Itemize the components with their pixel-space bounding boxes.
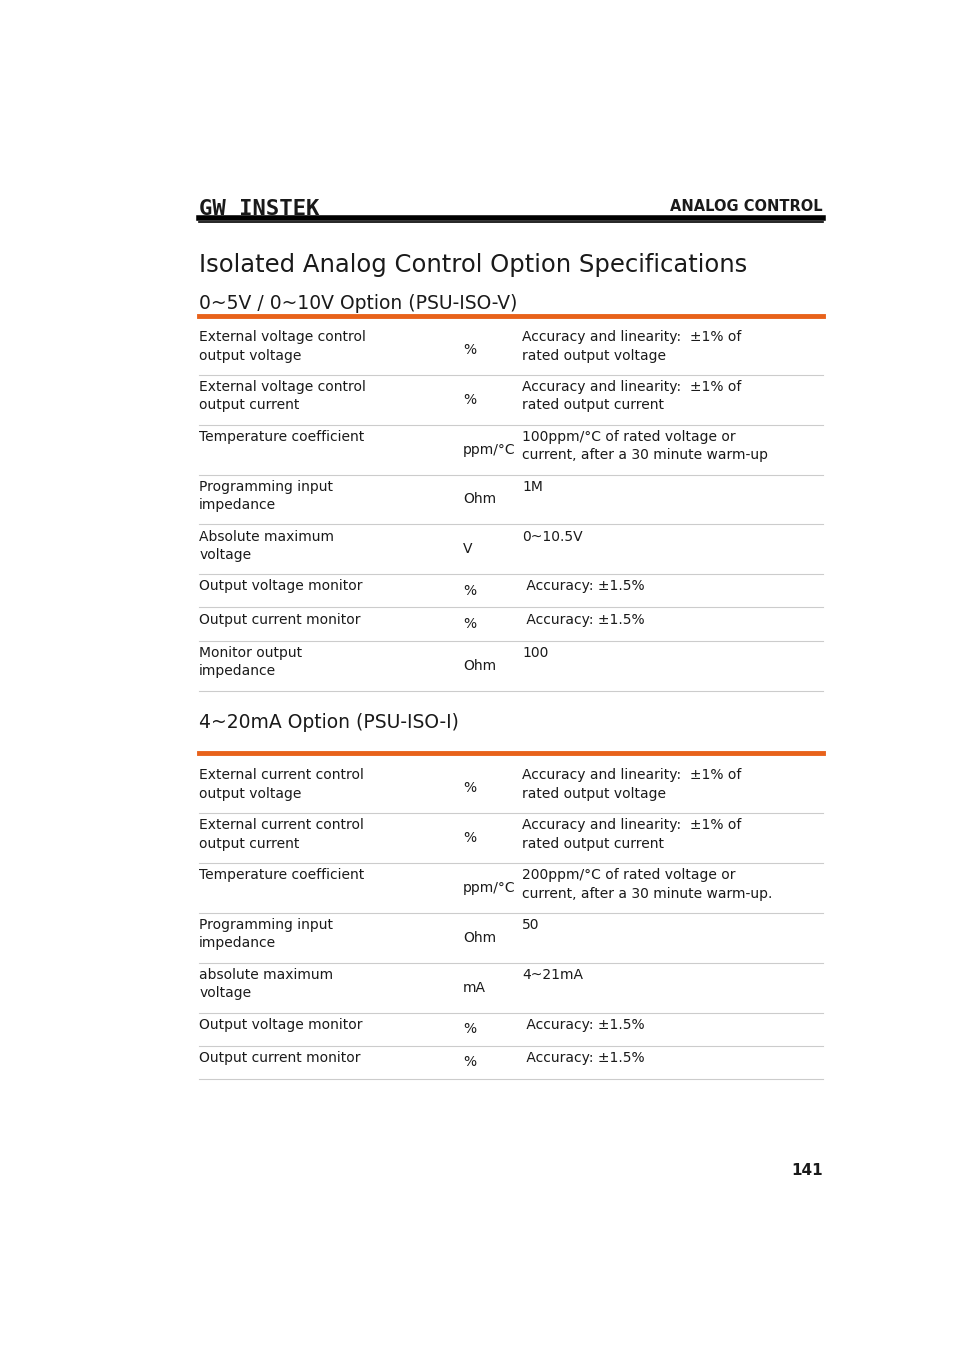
Text: Output voltage monitor: Output voltage monitor (199, 580, 362, 594)
Text: Accuracy and linearity:  ±1% of
rated output voltage: Accuracy and linearity: ±1% of rated out… (521, 331, 740, 363)
Text: External current control
output voltage: External current control output voltage (199, 769, 364, 801)
Text: Programming input
impedance: Programming input impedance (199, 480, 333, 513)
Text: Ohm: Ohm (462, 492, 496, 506)
Text: 50: 50 (521, 919, 539, 932)
Text: %: % (462, 343, 476, 357)
Text: Output current monitor: Output current monitor (199, 1051, 360, 1064)
Text: 0~5V / 0~10V Option (PSU-ISO-V): 0~5V / 0~10V Option (PSU-ISO-V) (199, 294, 517, 313)
Text: absolute maximum
voltage: absolute maximum voltage (199, 969, 333, 1001)
Text: %: % (462, 781, 476, 795)
Text: Absolute maximum
voltage: Absolute maximum voltage (199, 530, 334, 563)
Text: Temperature coefficient: Temperature coefficient (199, 869, 364, 882)
Text: Ohm: Ohm (462, 931, 496, 944)
Text: 4~20mA Option (PSU-ISO-I): 4~20mA Option (PSU-ISO-I) (199, 714, 458, 733)
Text: %: % (462, 584, 476, 598)
Text: Isolated Analog Control Option Specifications: Isolated Analog Control Option Specifica… (199, 254, 746, 278)
Text: Output current monitor: Output current monitor (199, 612, 360, 627)
Text: 0~10.5V: 0~10.5V (521, 530, 582, 544)
Text: Accuracy: ±1.5%: Accuracy: ±1.5% (521, 1017, 644, 1032)
Text: Temperature coefficient: Temperature coefficient (199, 430, 364, 444)
Text: V: V (462, 542, 472, 556)
Text: ppm/°C: ppm/°C (462, 881, 516, 894)
Text: Accuracy and linearity:  ±1% of
rated output current: Accuracy and linearity: ±1% of rated out… (521, 819, 740, 851)
Text: ppm/°C: ppm/°C (462, 442, 516, 456)
Text: Monitor output
impedance: Monitor output impedance (199, 646, 302, 679)
Text: ANALOG CONTROL: ANALOG CONTROL (670, 198, 822, 213)
Text: GW INSTEK: GW INSTEK (199, 198, 319, 219)
Text: External voltage control
output current: External voltage control output current (199, 380, 366, 413)
Text: Ohm: Ohm (462, 658, 496, 673)
Text: External voltage control
output voltage: External voltage control output voltage (199, 331, 366, 363)
Text: Accuracy and linearity:  ±1% of
rated output current: Accuracy and linearity: ±1% of rated out… (521, 380, 740, 413)
Text: 1M: 1M (521, 480, 542, 494)
Text: mA: mA (462, 981, 485, 994)
Text: Accuracy and linearity:  ±1% of
rated output voltage: Accuracy and linearity: ±1% of rated out… (521, 769, 740, 801)
Text: Output voltage monitor: Output voltage monitor (199, 1017, 362, 1032)
Text: %: % (462, 1023, 476, 1036)
Text: 100ppm/°C of rated voltage or
current, after a 30 minute warm-up: 100ppm/°C of rated voltage or current, a… (521, 430, 767, 463)
Text: 4~21mA: 4~21mA (521, 969, 582, 982)
Text: 200ppm/°C of rated voltage or
current, after a 30 minute warm-up.: 200ppm/°C of rated voltage or current, a… (521, 869, 772, 901)
Text: Accuracy: ±1.5%: Accuracy: ±1.5% (521, 580, 644, 594)
Text: 100: 100 (521, 646, 548, 660)
Text: %: % (462, 831, 476, 844)
Text: External current control
output current: External current control output current (199, 819, 364, 851)
Text: Programming input
impedance: Programming input impedance (199, 919, 333, 951)
Text: %: % (462, 1055, 476, 1070)
Text: Accuracy: ±1.5%: Accuracy: ±1.5% (521, 612, 644, 627)
Text: 141: 141 (791, 1163, 822, 1178)
Text: %: % (462, 616, 476, 631)
Text: %: % (462, 393, 476, 407)
Text: Accuracy: ±1.5%: Accuracy: ±1.5% (521, 1051, 644, 1064)
